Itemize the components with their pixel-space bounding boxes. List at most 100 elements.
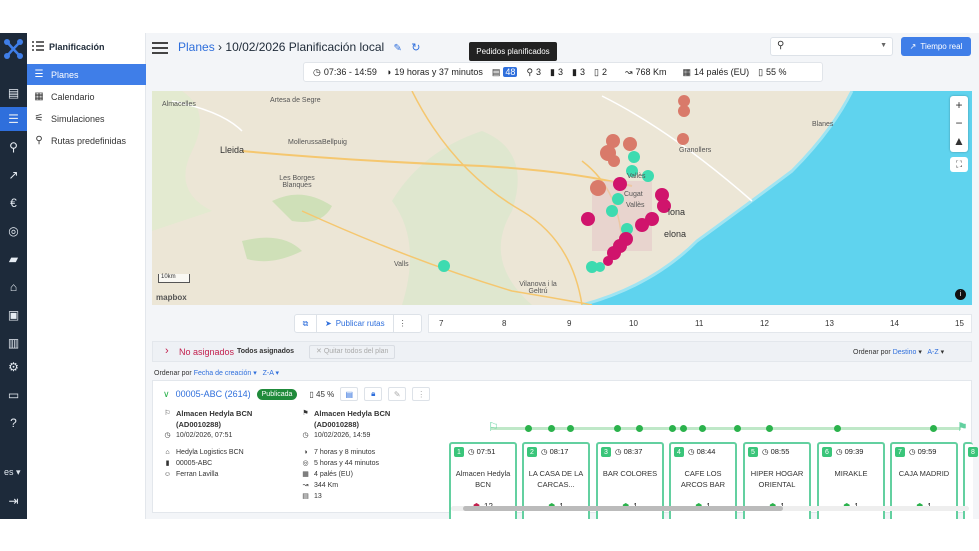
stop-card[interactable]: 8 [963,442,978,526]
map-view[interactable]: Almacelles Artesa de Segre Lleida Moller… [152,91,972,305]
stop-card[interactable]: 4◷ 08:44 CAFE LOS ARCOS BAR ⬢1 [669,442,737,526]
hour-scale: 7 8 9 10 11 12 13 14 15 [428,314,972,333]
stop-card[interactable]: 3◷ 08:37 BAR COLORES ⬢1 [596,442,664,526]
compass-icon[interactable]: ▲ [953,134,965,148]
timeline-stop[interactable] [525,425,532,432]
timeline-stop[interactable] [834,425,841,432]
folder-icon[interactable]: ▰ [8,252,19,266]
language-selector[interactable]: es ▾ [4,467,21,477]
map-markers[interactable] [438,95,691,273]
bar-chart-icon[interactable]: ▥ [7,336,20,350]
orders-stat[interactable]: ▤ 48 [491,66,518,77]
sliders-icon: ⚟ [34,113,44,124]
mapbox-logo[interactable]: mapbox [156,293,187,302]
logout-icon[interactable]: ⇥ [8,494,19,508]
company-icon: ⌂ [165,449,170,456]
send-icon: ➤ [325,319,332,328]
edit-icon[interactable]: ✎ [388,387,407,401]
fullscreen-icon[interactable]: ⛶ [950,157,968,172]
vehicles-a-stat: ▮ 3 [550,66,564,78]
route-name[interactable]: 00005-ABC (2614) [175,389,251,399]
gear-icon[interactable]: ⚙ [8,360,19,374]
scrollbar-thumb[interactable] [463,506,783,511]
truck-icon: ▮ [572,66,577,77]
timeline-stop[interactable] [669,425,676,432]
monitor-icon[interactable]: ▭ [7,388,20,402]
search-input[interactable]: ⚲ ▼ [770,37,893,56]
stop-card[interactable]: 7◷ 09:59 CAJA MADRID ⬢1 [890,442,958,526]
truck-icon[interactable]: ▣ [7,308,20,322]
edit-icon[interactable]: ✎ [393,43,402,54]
stop-card[interactable]: 6◷ 09:39 MIRAKLE ⬢1 [817,442,885,526]
document-icon[interactable]: ▤ [340,387,359,401]
route-icon[interactable]: ⚲ [9,140,18,154]
more-icon[interactable]: ⋮ [412,387,431,401]
timeline-stop[interactable] [614,425,621,432]
sidebar-item-calendario[interactable]: ▦ Calendario [27,86,146,107]
clock-icon: ◷ [313,66,321,77]
trend-icon: ↝ [302,482,309,489]
list-icon [32,41,44,51]
timeline-stop[interactable] [567,425,574,432]
chart-line-icon[interactable]: ↗ [8,168,19,182]
sidebar-item-simulaciones[interactable]: ⚟ Simulaciones [27,108,146,129]
zoom-out-icon[interactable]: − [955,116,963,130]
unassigned-label[interactable]: No asignados [179,347,235,357]
stop-card[interactable]: 2◷ 08:17 LA CASA DE LA CARCAS... ⬢1 [522,442,590,526]
timeline-stop[interactable] [680,425,687,432]
list-icon[interactable]: ☰ [0,107,27,131]
flag-end-icon: ⚑ [957,420,968,434]
copy-icon[interactable]: ⧉ [295,315,317,332]
refresh-icon[interactable]: ↻ [411,42,421,54]
more-icon[interactable]: ⋮ [398,319,407,328]
timeline-stop[interactable] [699,425,706,432]
hamburger-menu-icon[interactable] [152,42,168,54]
help-icon[interactable]: ? [10,416,17,430]
info-icon[interactable]: i [955,289,966,300]
database-icon[interactable]: ◎ [8,224,19,238]
stop-card[interactable]: 5◷ 08:55 HIPER HOGAR ORIENTAL ⬢1 [743,442,811,526]
remove-all-button[interactable]: ✕ Quitar todos del plan [309,345,396,359]
euro-icon[interactable]: € [10,196,17,210]
route-toolbar: ⧉ ➤ Publicar rutas ⋮ [294,314,422,333]
time-range: ◷ 07:36 - 14:59 [313,66,377,78]
status-badge: Publicada [256,388,298,400]
stops-scrollbar[interactable] [451,506,969,511]
sidebar-item-planes[interactable]: ☰ Planes [27,64,146,85]
realtime-button[interactable]: ↗ Tiempo real [901,37,971,56]
truck-icon: ▮ [165,460,170,467]
all-assigned-label: Todos asignados [237,348,295,355]
bottom-margin [0,519,979,551]
pallet-icon: ▦ [682,66,692,77]
zoom-in-icon[interactable]: + [955,98,963,112]
list-icon: ☰ [34,69,44,80]
document-icon[interactable]: ▤ [7,86,20,100]
route-start: ⚐ Almacen Hedyla BCN (AD0010288) ◷ 10/02/2… [163,409,253,478]
route-icon: ⚲ [526,66,534,77]
chevron-down-icon[interactable]: ∨ [163,388,170,399]
chevron-right-icon[interactable]: › [165,345,169,357]
timeline-stop[interactable] [766,425,773,432]
breadcrumb-link-planes[interactable]: Planes [178,40,215,54]
map-canvas [152,91,972,305]
top-margin [0,0,979,33]
flag-end-icon: ⚑ [302,410,309,417]
lock-icon[interactable]: 🔒︎ [364,387,383,401]
stop-card[interactable]: 1◷ 07:51 Almacen Hedyla BCN ⬢12 [449,442,517,526]
routes-sort[interactable]: Ordenar por Fecha de creación ▾ Z-A ▾ [154,370,279,377]
timeline-stop[interactable] [734,425,741,432]
timeline-stop[interactable] [548,425,555,432]
battery-icon: ▯ [758,66,764,77]
document-icon: ▤ [491,66,501,77]
route-timeline [491,427,961,430]
sidebar-item-rutas-predefinidas[interactable]: ⚲ Rutas predefinidas [27,130,146,151]
publish-routes-button[interactable]: ➤ Publicar rutas [317,315,394,332]
timeline-stop[interactable] [930,425,937,432]
warehouse-icon[interactable]: ⌂ [9,280,18,294]
timeline-stop[interactable] [636,425,643,432]
unassigned-sort[interactable]: Ordenar por Destino ▾ A-Z ▾ [853,349,945,356]
sidebar-item-label: Rutas predefinidas [51,135,127,146]
page-title: 10/02/2026 Planificación local [225,40,385,54]
brand-logo-icon[interactable] [3,38,24,60]
route-end: ⚑ Almacen Hedyla BCN (AD0010288) ◷ 10/02/2… [302,409,391,500]
